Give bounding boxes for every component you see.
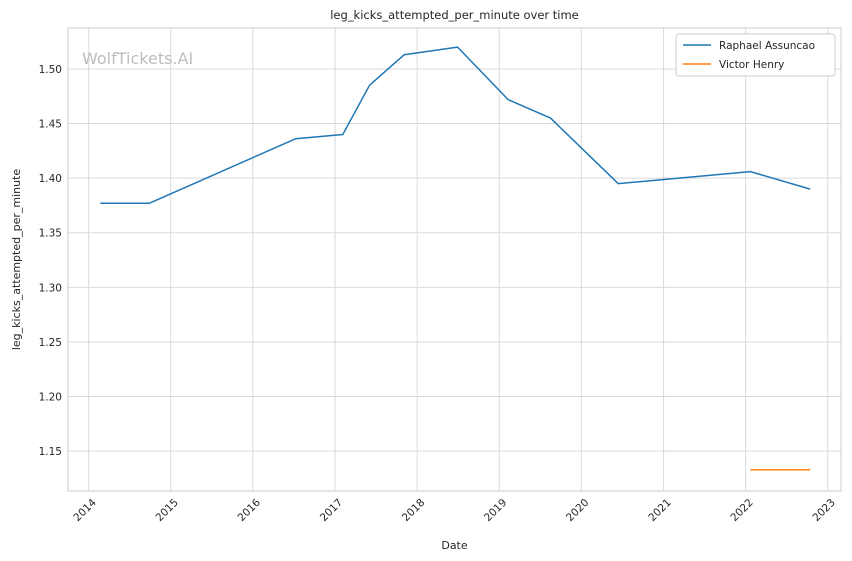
y-tick-label: 1.15 <box>39 446 62 458</box>
legend-label-raphael-assuncao: Raphael Assuncao <box>719 40 815 52</box>
gridlines <box>68 28 841 491</box>
series-line-raphael-assuncao <box>100 46 811 205</box>
y-tick-labels: 1.15 1.20 1.25 1.30 1.35 1.40 1.45 1.50 <box>39 64 62 458</box>
legend-label-victor-henry: Victor Henry <box>719 59 784 71</box>
y-tick-label: 1.30 <box>39 282 62 294</box>
legend: Raphael Assuncao Victor Henry <box>675 33 836 77</box>
y-tick-label: 1.45 <box>39 119 62 131</box>
y-tick-label: 1.50 <box>39 64 62 76</box>
series-group <box>100 46 811 471</box>
y-tick-label: 1.20 <box>39 392 62 404</box>
chart-title: leg_kicks_attempted_per_minute over time <box>330 8 579 22</box>
x-axis-label: Date <box>441 539 468 552</box>
y-tick-label: 1.35 <box>39 228 62 240</box>
plot-frame <box>67 27 842 492</box>
y-axis-label: leg_kicks_attempted_per_minute <box>10 169 23 351</box>
y-tick-label: 1.40 <box>39 173 62 185</box>
legend-box <box>675 33 836 77</box>
watermark-text: WolfTickets.AI <box>82 49 193 68</box>
y-tick-label: 1.25 <box>39 337 62 349</box>
